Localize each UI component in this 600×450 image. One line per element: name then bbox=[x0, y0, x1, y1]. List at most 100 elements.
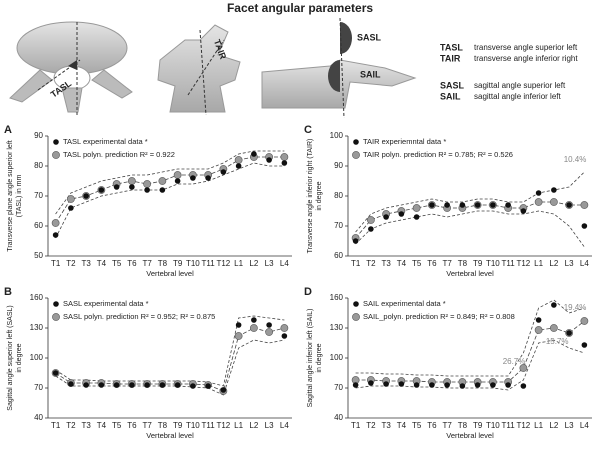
y-tick-label: 50 bbox=[34, 251, 43, 260]
experimental-point bbox=[383, 381, 389, 387]
band-upper bbox=[355, 171, 585, 233]
figure-title: Facet angular parameters bbox=[227, 1, 373, 15]
x-tick-label: T7 bbox=[442, 421, 452, 430]
abbreviation-list: TASL transverse angle superior left TAIR… bbox=[440, 42, 578, 101]
experimental-point bbox=[144, 187, 150, 193]
legend-marker bbox=[53, 301, 59, 307]
y-axis-label: Transverse angle inferior right (TAIR) bbox=[307, 139, 314, 254]
x-tick-label: T3 bbox=[381, 259, 391, 268]
experimental-point bbox=[413, 382, 420, 388]
experimental-point bbox=[444, 202, 450, 208]
x-tick-label: L2 bbox=[549, 421, 558, 430]
y-tick-label: 160 bbox=[30, 293, 44, 302]
experimental-point bbox=[98, 382, 105, 388]
x-tick-label: L3 bbox=[265, 421, 274, 430]
prediction-point bbox=[412, 204, 421, 212]
experimental-point bbox=[398, 211, 405, 217]
legend-marker bbox=[352, 313, 360, 321]
experimental-point bbox=[581, 342, 588, 348]
y-tick-label: 100 bbox=[330, 131, 344, 140]
band-upper bbox=[55, 150, 285, 215]
annotation: -15.7% bbox=[543, 337, 568, 346]
experimental-point bbox=[220, 387, 227, 393]
experimental-point bbox=[490, 382, 496, 388]
x-tick-label: L4 bbox=[280, 421, 289, 430]
y-tick-label: 60 bbox=[34, 221, 43, 230]
prediction-point bbox=[265, 328, 274, 336]
x-tick-label: T8 bbox=[158, 259, 168, 268]
legend-marker bbox=[353, 139, 359, 145]
legend-marker bbox=[52, 151, 60, 159]
prediction-point bbox=[51, 219, 60, 227]
panel-letter: C bbox=[304, 124, 312, 136]
x-tick-label: T3 bbox=[81, 421, 91, 430]
experimental-point bbox=[83, 382, 89, 388]
x-tick-label: T11 bbox=[502, 421, 516, 430]
experimental-point bbox=[68, 205, 74, 211]
x-tick-label: T5 bbox=[412, 259, 422, 268]
experimental-point bbox=[429, 382, 435, 388]
x-tick-label: L2 bbox=[249, 259, 258, 268]
prediction-line bbox=[55, 327, 285, 392]
x-tick-label: T3 bbox=[81, 259, 91, 268]
experimental-point bbox=[220, 169, 227, 175]
prediction-point bbox=[534, 326, 543, 334]
experimental-point bbox=[581, 223, 588, 229]
image-label: SAIL bbox=[360, 69, 381, 79]
x-tick-label: T1 bbox=[51, 421, 61, 430]
y-tick-label: 100 bbox=[30, 353, 44, 362]
experimental-point bbox=[159, 382, 166, 388]
experimental-point bbox=[520, 208, 527, 214]
experimental-point bbox=[129, 184, 135, 190]
legend-label: TAIR polyn. prediction R² = 0.785; R² = … bbox=[363, 150, 513, 159]
x-tick-label: L3 bbox=[565, 259, 574, 268]
y-axis-label: Sagittal angle inferior left (SAIL) bbox=[307, 309, 314, 408]
x-tick-label: T5 bbox=[112, 259, 122, 268]
x-axis-label: Vertebral level bbox=[446, 269, 494, 278]
x-tick-label: T12 bbox=[216, 259, 230, 268]
x-axis-label: Vertebral level bbox=[446, 431, 494, 440]
band-lower bbox=[355, 339, 585, 391]
legend-label: TASL polyn. prediction R² = 0.922 bbox=[63, 150, 175, 159]
experimental-point bbox=[490, 202, 496, 208]
abbr-code: SAIL bbox=[440, 91, 461, 101]
y-axis-label: in degree bbox=[316, 343, 323, 372]
experimental-point bbox=[266, 322, 272, 328]
y-tick-label: 40 bbox=[334, 413, 343, 422]
legend-label: SASL polyn. prediction R² = 0.952; R² = … bbox=[63, 312, 215, 321]
experimental-point bbox=[566, 330, 572, 336]
experimental-point bbox=[190, 383, 196, 389]
experimental-point bbox=[281, 333, 288, 339]
x-tick-label: T1 bbox=[351, 259, 361, 268]
x-tick-label: T12 bbox=[516, 259, 530, 268]
x-tick-label: T6 bbox=[427, 421, 437, 430]
abbr-code: SASL bbox=[440, 80, 465, 90]
experimental-point bbox=[474, 202, 481, 208]
experimental-point bbox=[159, 187, 166, 193]
y-tick-label: 70 bbox=[334, 383, 343, 392]
experimental-point bbox=[174, 178, 181, 184]
x-tick-label: T5 bbox=[412, 421, 422, 430]
experimental-point bbox=[398, 381, 405, 387]
y-axis-label: in degree bbox=[16, 343, 23, 372]
legend-label: SAIL experimental data * bbox=[363, 299, 446, 308]
vertebra-axial bbox=[9, 21, 133, 115]
panel-letter: D bbox=[304, 286, 312, 298]
experimental-point bbox=[190, 175, 196, 181]
experimental-point bbox=[205, 175, 211, 181]
experimental-point bbox=[535, 317, 542, 323]
panel-letter: A bbox=[4, 124, 12, 136]
panel-letter: B bbox=[4, 286, 12, 298]
x-tick-label: L4 bbox=[580, 421, 589, 430]
experimental-point bbox=[68, 381, 74, 387]
x-tick-label: L4 bbox=[580, 259, 589, 268]
abbr-text: sagittal angle inferior left bbox=[474, 92, 561, 101]
band-lower bbox=[355, 210, 585, 248]
x-tick-label: L1 bbox=[234, 259, 243, 268]
experimental-point bbox=[505, 382, 511, 388]
prediction-point bbox=[173, 171, 182, 179]
x-tick-label: T1 bbox=[351, 421, 361, 430]
band-lower bbox=[55, 339, 285, 396]
y-tick-label: 90 bbox=[34, 131, 43, 140]
experimental-point bbox=[551, 302, 557, 308]
